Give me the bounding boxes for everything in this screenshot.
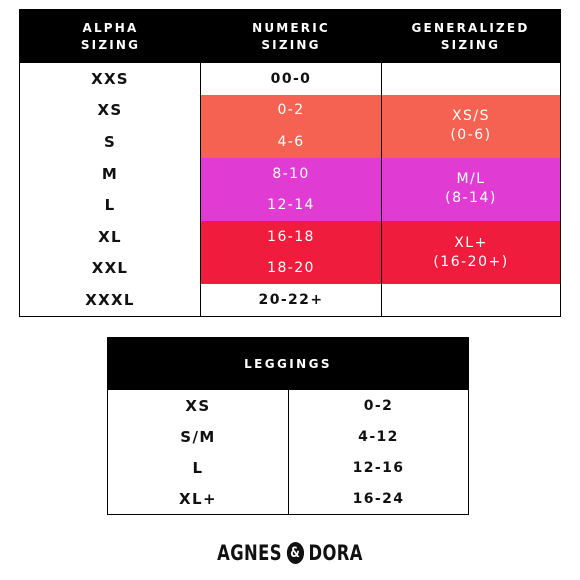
alpha-cell: XXXL [85, 290, 135, 309]
leggings-numeric-cell: 12-16 [352, 459, 405, 476]
alpha-cell: XXL [91, 259, 129, 278]
numeric-cell: 12-14 [201, 189, 381, 221]
numeric-cell: 18-20 [201, 252, 381, 285]
header-numeric-line2: SIZING [261, 37, 321, 52]
leggings-numeric-cell: 4-12 [358, 428, 399, 445]
numeric-cell: 00-0 [270, 70, 312, 87]
leggings-numeric-column: 0-2 4-12 12-16 16-24 [289, 390, 468, 514]
header-generalized-line2: SIZING [440, 37, 501, 52]
generalized-column: XS/S (0-6) M/L (8-14) XL+ (16-20+) [381, 63, 560, 316]
leggings-alpha-cell: XS [185, 396, 211, 415]
numeric-cell: 20-22+ [258, 291, 324, 308]
brand-left-word: AGNES [217, 541, 282, 565]
header-numeric-line1: NUMERIC [252, 20, 330, 35]
generalized-range: (8-14) [445, 190, 497, 207]
numeric-cell: 16-18 [201, 220, 381, 253]
generalized-range: (16-20+) [433, 253, 509, 270]
header-alpha-line1: ALPHA [82, 20, 139, 35]
generalized-group-xs-s: XS/S (0-6) [382, 94, 560, 158]
numeric-cell: 4-6 [201, 126, 381, 158]
alpha-cell: S [103, 132, 117, 151]
leggings-body: XS S/M L XL+ 0-2 4-12 12-16 16-24 [108, 390, 468, 514]
generalized-empty-top [382, 63, 560, 95]
brand-logo: AGNES & DORA [64, 538, 516, 568]
size-chart-header: ALPHA SIZING NUMERIC SIZING GENERALIZED … [20, 10, 560, 63]
generalized-range: (0-6) [450, 127, 492, 144]
generalized-label: M/L [456, 171, 486, 188]
generalized-group-xl-plus: XL+ (16-20+) [382, 220, 560, 285]
leggings-alpha-cell: S/M [180, 427, 216, 446]
header-alpha-line2: SIZING [80, 37, 141, 52]
generalized-label: XL+ [454, 234, 488, 251]
header-alpha-sizing: ALPHA SIZING [20, 10, 201, 63]
brand-right-word: DORA [308, 541, 363, 565]
leggings-table: LEGGINGS XS S/M L XL+ 0-2 4-12 12-16 16-… [107, 337, 469, 515]
header-generalized-line1: GENERALIZED [411, 20, 530, 35]
header-numeric-sizing: NUMERIC SIZING [201, 10, 381, 63]
leggings-numeric-cell: 0-2 [363, 397, 394, 414]
leggings-header: LEGGINGS [108, 338, 468, 390]
generalized-label: XS/S [451, 108, 491, 125]
alpha-cell: XL [98, 227, 122, 246]
numeric-column: 00-0 0-2 4-6 8-10 12-14 16-18 18-20 20-2… [201, 63, 381, 316]
numeric-cell: 8-10 [201, 157, 381, 190]
alpha-cell: M [101, 164, 119, 183]
alpha-cell: XXS [91, 69, 129, 88]
ampersand-icon: & [286, 542, 304, 564]
leggings-numeric-cell: 16-24 [352, 490, 405, 507]
generalized-empty-bottom [382, 284, 560, 316]
leggings-alpha-cell: L [192, 458, 204, 477]
alpha-cell: L [104, 196, 116, 215]
numeric-cell: 0-2 [201, 94, 381, 127]
leggings-alpha-cell: XL+ [179, 489, 217, 508]
alpha-cell: XS [97, 101, 123, 120]
alpha-column: XXS XS S M L XL XXL XXXL [20, 63, 201, 316]
header-generalized-sizing: GENERALIZED SIZING [381, 10, 560, 63]
leggings-alpha-column: XS S/M L XL+ [108, 390, 289, 514]
size-chart-table: ALPHA SIZING NUMERIC SIZING GENERALIZED … [19, 9, 561, 317]
generalized-group-m-l: M/L (8-14) [382, 157, 560, 221]
